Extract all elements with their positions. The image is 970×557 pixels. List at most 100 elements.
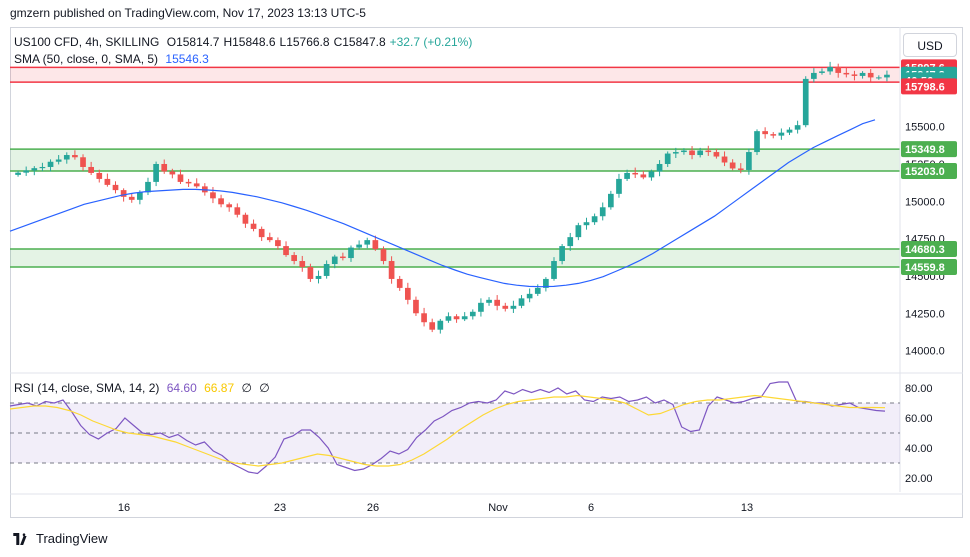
- candle-body: [39, 166, 46, 169]
- date-tick: Nov: [488, 502, 508, 514]
- date-tick: 13: [741, 502, 753, 514]
- candle-body: [616, 178, 622, 194]
- candle-body: [851, 74, 858, 76]
- candle-body: [835, 66, 842, 73]
- price-badge: [901, 78, 957, 95]
- rsi-line: [9, 381, 886, 475]
- candle-body: [437, 320, 444, 330]
- candle-body: [575, 225, 582, 238]
- tradingview-logo[interactable]: TradingView: [12, 531, 108, 546]
- rsi-value: 64.60: [166, 381, 197, 395]
- price-tick: 15500.0: [905, 122, 945, 134]
- candle-body: [258, 228, 265, 238]
- candle-body: [283, 246, 289, 256]
- sma-label[interactable]: SMA (50, close, 0, SMA, 5): [14, 52, 159, 66]
- candle-body: [599, 207, 606, 217]
- candle-body: [494, 299, 501, 306]
- candle-body: [867, 72, 874, 78]
- low-value: L15766.8: [279, 35, 330, 49]
- candle-body: [802, 78, 809, 126]
- publisher-credit: gmzern published on TradingView.com, Nov…: [10, 6, 366, 20]
- candle-body: [413, 299, 419, 314]
- candle-body: [23, 170, 30, 173]
- candle-body: [648, 171, 655, 178]
- price-tick: 15000.0: [905, 196, 945, 208]
- high-value: H15848.6: [223, 35, 276, 49]
- candle-body: [372, 240, 379, 250]
- candle-body: [429, 322, 436, 330]
- candle-body: [266, 237, 273, 241]
- candle-body: [656, 163, 663, 172]
- candle-body: [827, 66, 833, 72]
- candle-body: [331, 256, 338, 265]
- candle-body: [234, 207, 241, 215]
- price-badge-label: 15203.0: [905, 166, 945, 178]
- candle-body: [534, 287, 541, 294]
- candle-body: [210, 192, 216, 199]
- candle-body: [713, 152, 720, 157]
- rsi-tick: 20.00: [905, 473, 933, 485]
- candle-body: [137, 192, 143, 200]
- candle-body: [754, 131, 760, 153]
- candle-body: [689, 150, 695, 156]
- candle-body: [510, 305, 517, 309]
- candle-body: [404, 287, 411, 300]
- candle-body: [250, 223, 257, 229]
- rsi-tick: 80.00: [905, 383, 933, 395]
- candle-body: [884, 74, 890, 78]
- sma-line: [9, 119, 876, 288]
- candle-body: [518, 298, 525, 306]
- candle-body: [632, 172, 639, 175]
- change-value: +32.7 (+0.21%): [389, 35, 473, 49]
- candle-body: [721, 156, 728, 163]
- candle-body: [778, 132, 785, 136]
- currency-button[interactable]: USD: [903, 33, 957, 57]
- candle-body: [218, 198, 224, 205]
- candle-body: [664, 153, 671, 164]
- rsi-tick: 60.00: [905, 413, 933, 425]
- candle-body: [161, 163, 168, 172]
- candle-body: [624, 172, 630, 179]
- rsi-ma-line: [9, 394, 886, 467]
- rsi-label[interactable]: RSI (14, close, SMA, 14, 2): [14, 381, 160, 395]
- candle-body: [559, 246, 565, 262]
- candle-body: [770, 134, 777, 136]
- candle-body: [396, 278, 403, 288]
- candle-body: [486, 299, 492, 303]
- candle-body: [819, 71, 825, 73]
- rsi-extra-2: ∅: [259, 381, 270, 395]
- candle-body: [364, 240, 371, 245]
- price-badge: [901, 259, 957, 276]
- price-tick: 14250.0: [905, 308, 945, 320]
- candle-body: [47, 161, 54, 167]
- close-value: C15847.8: [333, 35, 386, 49]
- candle-body: [608, 193, 614, 208]
- candle-body: [275, 240, 281, 247]
- candle-body: [729, 162, 736, 169]
- footer-brand: TradingView: [36, 531, 108, 546]
- rsi-extra-1: ∅: [241, 381, 252, 395]
- candle-body: [681, 150, 687, 153]
- candle-body: [315, 275, 322, 279]
- candle-body: [356, 244, 362, 248]
- candle-body: [291, 255, 297, 262]
- open-value: O15814.7: [166, 35, 220, 49]
- candle-body: [478, 302, 484, 312]
- candle-body: [348, 247, 354, 259]
- candle-body: [380, 249, 387, 262]
- candle-body: [672, 152, 679, 154]
- candle-body: [697, 150, 704, 156]
- candle-body: [299, 261, 306, 267]
- candle-body: [153, 163, 159, 182]
- price-badge: [901, 241, 957, 258]
- candle-body: [128, 196, 135, 200]
- sma-value: 15546.3: [165, 52, 209, 66]
- rsi-ma-value: 66.87: [204, 381, 235, 395]
- symbol-label[interactable]: US100 CFD, 4h, SKILLING: [14, 35, 160, 49]
- candle-body: [640, 174, 647, 178]
- candle-body: [193, 183, 200, 187]
- candle-body: [63, 155, 70, 160]
- candle-body: [445, 316, 452, 321]
- candle-body: [737, 168, 744, 170]
